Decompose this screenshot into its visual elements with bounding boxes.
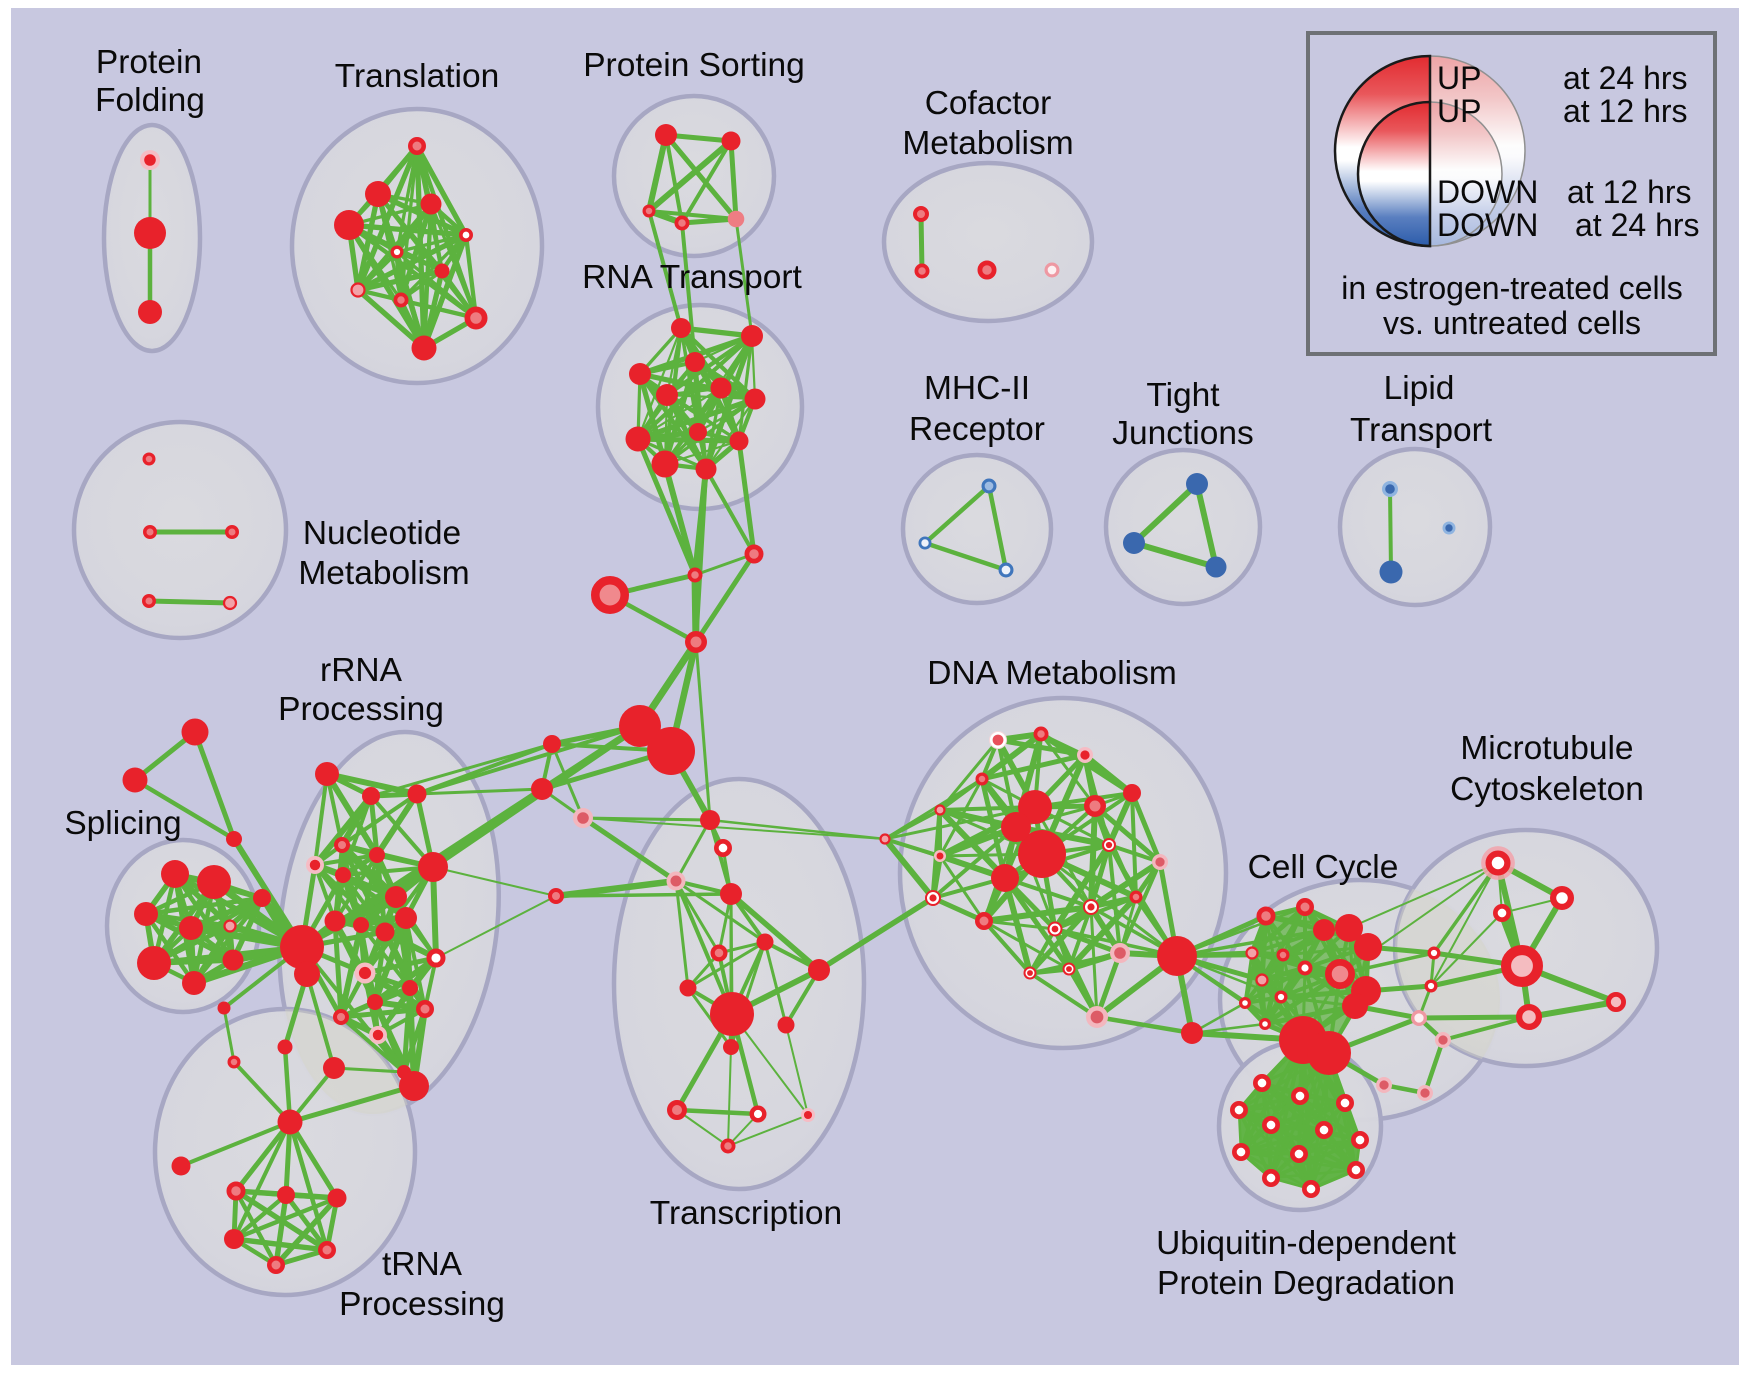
svg-text:at 12 hrs: at 12 hrs: [1563, 93, 1688, 129]
svg-text:at 12 hrs: at 12 hrs: [1567, 174, 1692, 210]
svg-text:Lipid: Lipid: [1384, 370, 1455, 407]
svg-text:Transport: Transport: [1350, 412, 1493, 449]
svg-text:Microtubule: Microtubule: [1460, 730, 1633, 767]
svg-text:Receptor: Receptor: [909, 411, 1045, 448]
svg-text:Folding: Folding: [95, 82, 205, 119]
svg-text:MHC-II: MHC-II: [924, 370, 1030, 407]
svg-text:Processing: Processing: [278, 691, 444, 728]
svg-text:Cofactor: Cofactor: [925, 85, 1052, 122]
svg-text:Ubiquitin-dependent: Ubiquitin-dependent: [1156, 1225, 1457, 1262]
svg-text:Cytoskeleton: Cytoskeleton: [1450, 771, 1644, 808]
svg-text:UP: UP: [1437, 93, 1481, 129]
svg-text:Transcription: Transcription: [650, 1195, 842, 1232]
svg-text:tRNA: tRNA: [382, 1246, 463, 1283]
svg-text:Cell Cycle: Cell Cycle: [1248, 849, 1399, 886]
svg-text:Protein Sorting: Protein Sorting: [583, 47, 805, 84]
svg-text:vs. untreated cells: vs. untreated cells: [1383, 305, 1641, 341]
svg-text:Metabolism: Metabolism: [902, 125, 1073, 162]
svg-text:Processing: Processing: [339, 1286, 505, 1323]
svg-text:Junctions: Junctions: [1112, 415, 1254, 452]
svg-text:Translation: Translation: [335, 58, 499, 95]
svg-text:at 24 hrs: at 24 hrs: [1563, 60, 1688, 96]
svg-text:UP: UP: [1437, 60, 1481, 96]
svg-text:Protein: Protein: [96, 44, 202, 81]
svg-text:Protein Degradation: Protein Degradation: [1157, 1265, 1455, 1302]
svg-text:DOWN: DOWN: [1437, 207, 1538, 243]
svg-text:in estrogen-treated cells: in estrogen-treated cells: [1341, 270, 1683, 306]
svg-text:DNA Metabolism: DNA Metabolism: [927, 655, 1176, 692]
svg-text:Tight: Tight: [1146, 377, 1220, 414]
svg-text:RNA Transport: RNA Transport: [582, 259, 802, 296]
svg-text:rRNA: rRNA: [320, 652, 403, 689]
svg-text:DOWN: DOWN: [1437, 174, 1538, 210]
svg-text:at 24 hrs: at 24 hrs: [1575, 207, 1700, 243]
svg-text:Splicing: Splicing: [64, 805, 181, 842]
svg-text:Nucleotide: Nucleotide: [303, 515, 461, 552]
svg-text:Metabolism: Metabolism: [298, 555, 469, 592]
